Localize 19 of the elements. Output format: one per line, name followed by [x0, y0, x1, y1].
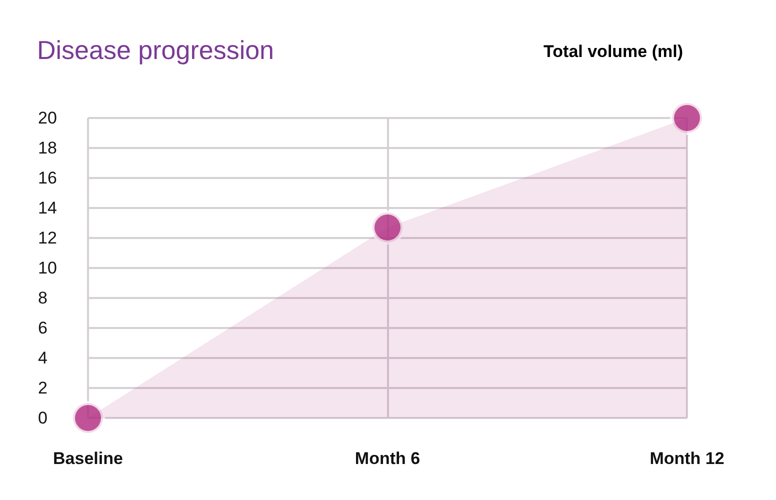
- y-tick-label: 4: [38, 348, 48, 368]
- y-tick-label: 8: [38, 288, 48, 308]
- y-tick-label: 12: [38, 228, 57, 248]
- x-tick-label: Baseline: [53, 449, 123, 468]
- point: [670, 101, 704, 135]
- y-tick-label: 18: [38, 138, 57, 158]
- y-tick-label: 0: [38, 408, 48, 428]
- y-tick-label: 14: [38, 198, 57, 218]
- y-tick-label: 6: [38, 318, 48, 338]
- y-tick-label: 10: [38, 258, 57, 278]
- x-tick-label: Month 6: [354, 449, 420, 468]
- chart-title: Disease progression: [37, 35, 274, 65]
- point: [370, 210, 404, 244]
- y-tick-label: 16: [38, 168, 57, 188]
- y-tick-label: 20: [38, 108, 57, 128]
- point: [71, 401, 105, 435]
- y-tick-label: 2: [38, 378, 48, 398]
- y-axis-title: Total volume (ml): [544, 42, 684, 61]
- x-tick-label: Month 12: [650, 449, 724, 468]
